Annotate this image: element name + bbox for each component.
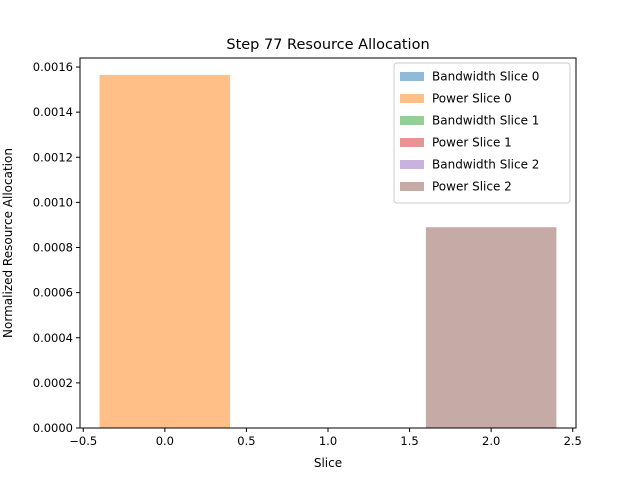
- legend-label: Bandwidth Slice 2: [432, 158, 539, 172]
- x-axis-label: Slice: [314, 456, 342, 470]
- legend-swatch: [400, 72, 424, 81]
- legend-swatch: [400, 116, 424, 125]
- bars-group: [99, 74, 557, 429]
- legend-label: Power Slice 2: [432, 180, 512, 194]
- y-tick-label: 0.0014: [33, 105, 73, 119]
- x-tick-label: 2.0: [482, 434, 500, 448]
- y-tick-label: 0.0010: [33, 195, 73, 209]
- y-axis-label: Normalized Resource Allocation: [1, 148, 15, 338]
- legend-swatch: [400, 160, 424, 169]
- y-tick-label: 0.0002: [33, 376, 73, 390]
- legend-box: [393, 62, 571, 204]
- legend-swatch: [400, 138, 424, 147]
- x-tick-label: 1.5: [400, 434, 418, 448]
- y-tick-label: 0.0012: [33, 150, 73, 164]
- y-tick-label: 0.0006: [33, 286, 73, 300]
- y-tick-label: 0.0004: [33, 331, 73, 345]
- x-tick-label: 0.0: [156, 434, 174, 448]
- y-tick-label: 0.0016: [33, 60, 73, 74]
- y-tick-label: 0.0000: [33, 421, 73, 435]
- legend-label: Power Slice 0: [432, 92, 512, 106]
- bar-power-slice-0: [99, 74, 231, 429]
- bar-power-slice-2: [425, 227, 557, 428]
- x-tick-label: 2.5: [564, 434, 582, 448]
- chart-title: Step 77 Resource Allocation: [226, 37, 429, 53]
- legend: Bandwidth Slice 0 Power Slice 0 Bandwidth …: [393, 62, 571, 204]
- x-tick-label: −0.5: [69, 434, 97, 448]
- legend-swatch: [400, 94, 424, 103]
- x-axis-ticks: −0.5 0.0 0.5 1.0 1.5 2.0 2.5: [69, 428, 582, 448]
- legend-label: Power Slice 1: [432, 136, 512, 150]
- x-tick-label: 1.0: [319, 434, 337, 448]
- legend-label: Bandwidth Slice 1: [432, 114, 539, 128]
- y-tick-label: 0.0008: [33, 241, 73, 255]
- legend-label: Bandwidth Slice 0: [432, 70, 539, 84]
- legend-swatch: [400, 182, 424, 191]
- y-axis-ticks: 0.0000 0.0002 0.0004 0.0006 0.0008 0.0010 0.00…: [33, 60, 80, 435]
- x-tick-label: 0.5: [237, 434, 255, 448]
